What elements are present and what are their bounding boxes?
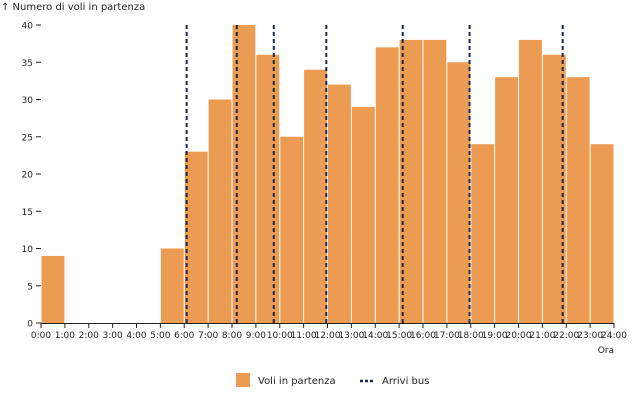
y-tick-label: 20 — [22, 171, 34, 181]
histogram-bar[interactable] — [41, 255, 65, 323]
x-tick-label: 14:00 — [362, 331, 388, 341]
histogram-bar[interactable] — [304, 69, 327, 323]
x-tick-label: 18:00 — [458, 331, 484, 341]
x-tick-label: 17:00 — [434, 331, 460, 341]
histogram-bar[interactable] — [542, 54, 566, 324]
x-tick-label: 10:00 — [267, 331, 293, 341]
histogram-bar[interactable] — [375, 47, 399, 323]
x-tick-label: 4:00 — [126, 331, 146, 341]
x-tick-label: 1:00 — [55, 331, 75, 341]
y-tick-label: 25 — [22, 133, 33, 143]
histogram-bar[interactable] — [160, 248, 184, 324]
histogram-bar[interactable] — [351, 106, 375, 323]
x-tick-label: 0:00 — [31, 331, 51, 341]
histogram-bar[interactable] — [399, 39, 423, 324]
legend-swatch-voli — [236, 373, 250, 387]
legend-label-bus: Arrivi bus — [382, 376, 429, 387]
y-tick-label: 15 — [22, 208, 33, 218]
histogram-bar[interactable] — [471, 144, 495, 323]
legend-item-bus[interactable]: Arrivi bus — [360, 376, 429, 387]
legend-label-voli: Voli in partenza — [258, 376, 336, 387]
x-tick-label: 8:00 — [222, 331, 242, 341]
x-tick-label: 22:00 — [553, 331, 579, 341]
y-tick-label: 5 — [27, 282, 33, 292]
x-tick-label: 9:00 — [246, 331, 266, 341]
bus-arrival-lines-layer — [185, 25, 564, 323]
histogram-bar[interactable] — [519, 39, 542, 324]
histogram-bar[interactable] — [328, 84, 351, 323]
x-tick-label: 11:00 — [291, 331, 317, 341]
x-tick-label: 21:00 — [529, 331, 555, 341]
histogram-bar[interactable] — [447, 62, 471, 323]
y-tick-label: 0 — [27, 320, 33, 330]
x-tick-label: 3:00 — [103, 331, 123, 341]
x-tick-label: 15:00 — [386, 331, 412, 341]
x-tick-label: 12:00 — [315, 331, 341, 341]
x-tick-label: 6:00 — [174, 331, 194, 341]
x-tick-label: 19:00 — [482, 331, 508, 341]
y-tick-label: 35 — [22, 59, 33, 69]
histogram-bar[interactable] — [208, 99, 232, 324]
x-tick-label: 5:00 — [150, 331, 170, 341]
legend-item-voli[interactable]: Voli in partenza — [236, 373, 336, 387]
y-tick-label: 10 — [22, 245, 34, 255]
x-tick-label: 23:00 — [577, 331, 603, 341]
histogram-bar[interactable] — [232, 25, 256, 323]
histogram-bar[interactable] — [590, 144, 614, 323]
x-tick-label: 24:00 — [601, 331, 627, 341]
x-tick-label: 2:00 — [79, 331, 99, 341]
histogram-bar[interactable] — [256, 54, 280, 324]
axes-layer — [36, 24, 615, 328]
axis-labels-layer: 0 5 10 15 20 25 30 35 40 0:00 1:00 2:00 3:00 4:00 5:00… — [22, 22, 628, 342]
x-tick-label: 13:00 — [338, 331, 364, 341]
histogram-bar[interactable] — [280, 136, 304, 323]
x-tick-label: 7:00 — [198, 331, 218, 341]
y-tick-label: 40 — [22, 22, 34, 32]
histogram-bar[interactable] — [184, 151, 208, 323]
x-axis-title: Ora — [598, 346, 614, 356]
y-tick-label: 30 — [22, 96, 34, 106]
x-tick-label: 20:00 — [506, 331, 532, 341]
x-tick-label: 16:00 — [410, 331, 436, 341]
legend: Voli in partenza Arrivi bus — [236, 373, 429, 387]
histogram-bar[interactable] — [423, 39, 447, 324]
histogram-bar[interactable] — [566, 77, 590, 324]
bars-layer — [41, 25, 614, 324]
histogram-bar[interactable] — [495, 77, 518, 324]
y-axis-title: ↑ Numero di voli in partenza — [1, 2, 145, 13]
